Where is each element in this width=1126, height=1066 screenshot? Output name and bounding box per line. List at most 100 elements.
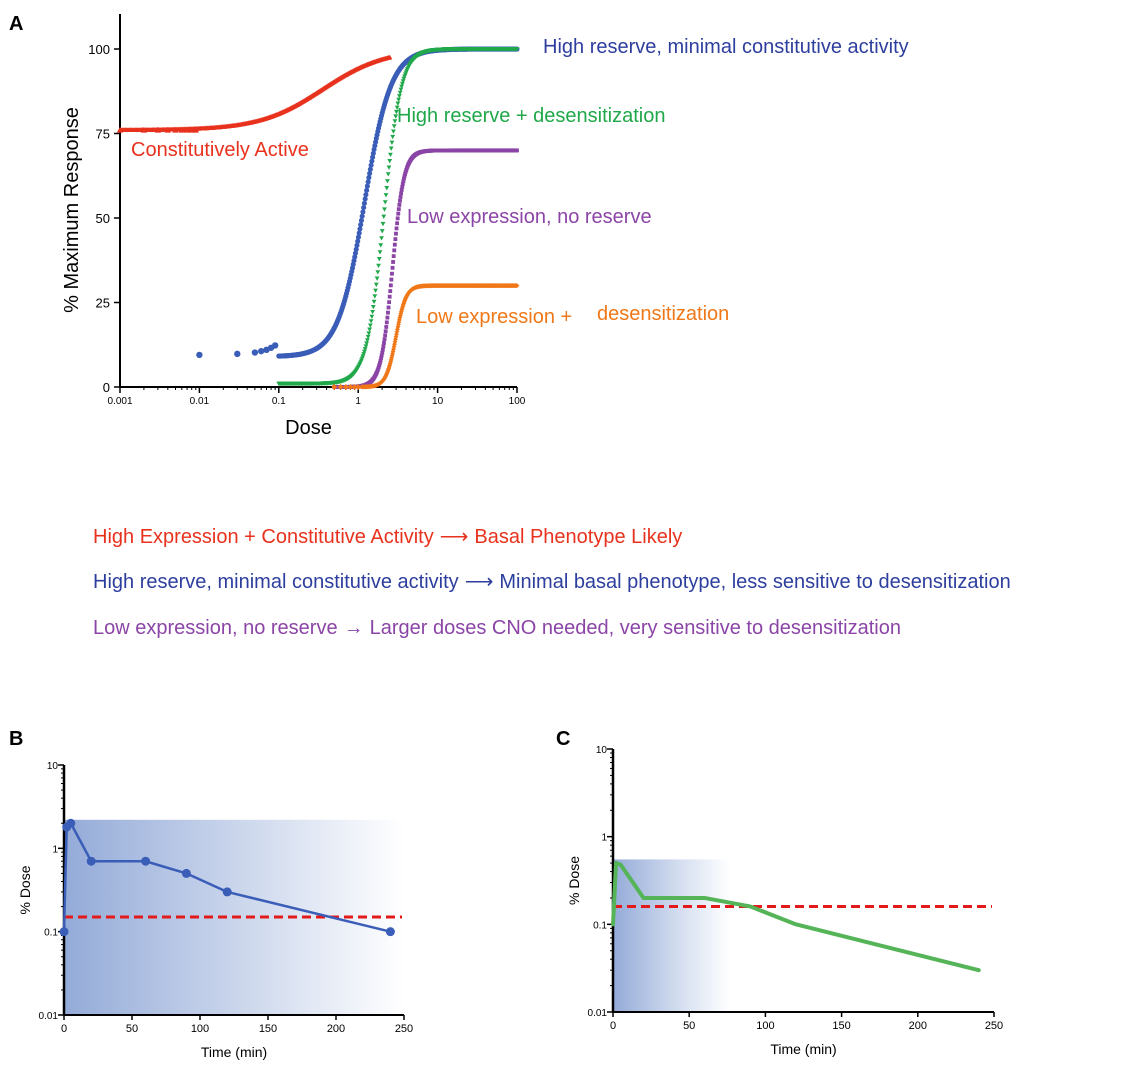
x-axis-title: Dose [285, 417, 332, 439]
data-point [357, 226, 363, 232]
panel-label-c: C [556, 728, 570, 750]
data-point [395, 216, 400, 221]
series-label: desensitization [597, 303, 729, 325]
data-point [400, 181, 405, 186]
y-axis-title: % Dose [17, 865, 33, 914]
data-point [402, 176, 406, 181]
data-point [385, 927, 395, 937]
x-tick-label: 100 [509, 396, 526, 407]
data-point [385, 172, 391, 177]
panel-a-marks [116, 46, 520, 390]
data-point [368, 319, 374, 324]
data-point [394, 109, 399, 115]
data-point [398, 198, 402, 203]
data-point [384, 320, 389, 325]
data-point [364, 341, 370, 346]
data-point [382, 207, 387, 212]
data-point [398, 195, 403, 199]
x-tick-label: 150 [259, 1023, 277, 1035]
panel-a-chart: 0 25 50 75 100 0.001 0.01 0.1 1 10 100 Dose % Maximu… [61, 14, 909, 439]
data-point [380, 350, 385, 355]
data-point [364, 338, 370, 343]
data-point [222, 887, 232, 897]
legend-line-low-expression: Low expression, no reserve → Larger doses … [93, 618, 901, 638]
data-point [352, 254, 358, 260]
data-point [392, 248, 397, 253]
data-point [367, 166, 373, 172]
x-tick-label: 200 [909, 1020, 927, 1032]
data-point [392, 119, 398, 124]
x-tick-label: 0.001 [107, 396, 132, 407]
data-point [399, 188, 404, 192]
data-point [359, 213, 365, 219]
data-point [387, 54, 393, 60]
data-point [362, 196, 368, 202]
data-point [59, 927, 69, 937]
data-point [402, 174, 407, 179]
arrow-right-icon: ⟶ [439, 526, 469, 548]
series-label: High reserve, minimal constitutive activ… [543, 36, 909, 58]
data-point [86, 856, 96, 866]
data-point [364, 187, 370, 193]
legend-line-3-right: Larger doses CNO needed, very sensitive … [369, 617, 901, 639]
series-label: Constitutively Active [131, 139, 309, 161]
legend-line-3-left: Low expression, no reserve [93, 617, 338, 639]
data-point [355, 384, 362, 390]
data-point [391, 260, 396, 264]
x-tick-label: 0.1 [272, 396, 286, 407]
legend-line-2-left: High reserve, minimal constitutive activ… [93, 571, 459, 593]
data-point [396, 211, 401, 216]
panel-label-b: B [9, 728, 23, 750]
data-point [390, 134, 396, 140]
y-tick-label: 1 [52, 844, 58, 855]
x-axis-title: Time (min) [201, 1044, 267, 1060]
data-point [391, 124, 397, 129]
data-point [403, 172, 408, 176]
data-point [380, 221, 386, 227]
data-point [367, 323, 373, 328]
data-point [391, 254, 396, 259]
data-point [382, 200, 388, 205]
data-point [391, 129, 396, 134]
data-point [378, 358, 383, 363]
data-point [384, 325, 389, 329]
data-point [390, 265, 395, 270]
series-line [611, 861, 981, 973]
data-point [379, 356, 384, 361]
data-point [363, 192, 369, 198]
y-tick-label: 75 [96, 127, 110, 142]
data-point [356, 230, 362, 236]
data-point [351, 384, 358, 390]
x-tick-label: 100 [756, 1020, 774, 1032]
data-point [361, 205, 367, 211]
series-label: Low expression, no reserve [407, 206, 652, 228]
data-point [400, 79, 406, 84]
y-tick-label: 0.01 [588, 1008, 608, 1019]
data-point [399, 81, 405, 87]
data-point [379, 353, 384, 358]
data-point [389, 140, 395, 145]
x-tick-label: 100 [191, 1023, 209, 1035]
data-point [66, 818, 76, 828]
data-point [369, 314, 375, 320]
data-point [388, 152, 393, 158]
data-point [372, 294, 378, 299]
arrow-right-icon: → [343, 617, 364, 639]
data-point [388, 289, 393, 293]
data-point [251, 349, 259, 356]
x-tick-label: 150 [832, 1020, 850, 1032]
data-point [381, 344, 386, 349]
data-point [342, 384, 349, 390]
x-tick-label: 0 [610, 1020, 616, 1032]
data-point [257, 347, 265, 355]
legend-line-1-left: High Expression + Constitutive Activity [93, 526, 434, 548]
data-point [397, 202, 402, 207]
data-point [358, 222, 364, 228]
data-point [382, 341, 386, 345]
panel-a-axes: 0 25 50 75 100 0.001 0.01 0.1 1 10 100 Dose % Maximu… [61, 14, 526, 439]
data-point [396, 94, 402, 99]
data-point [374, 276, 380, 281]
panel-b-marks [59, 818, 402, 937]
